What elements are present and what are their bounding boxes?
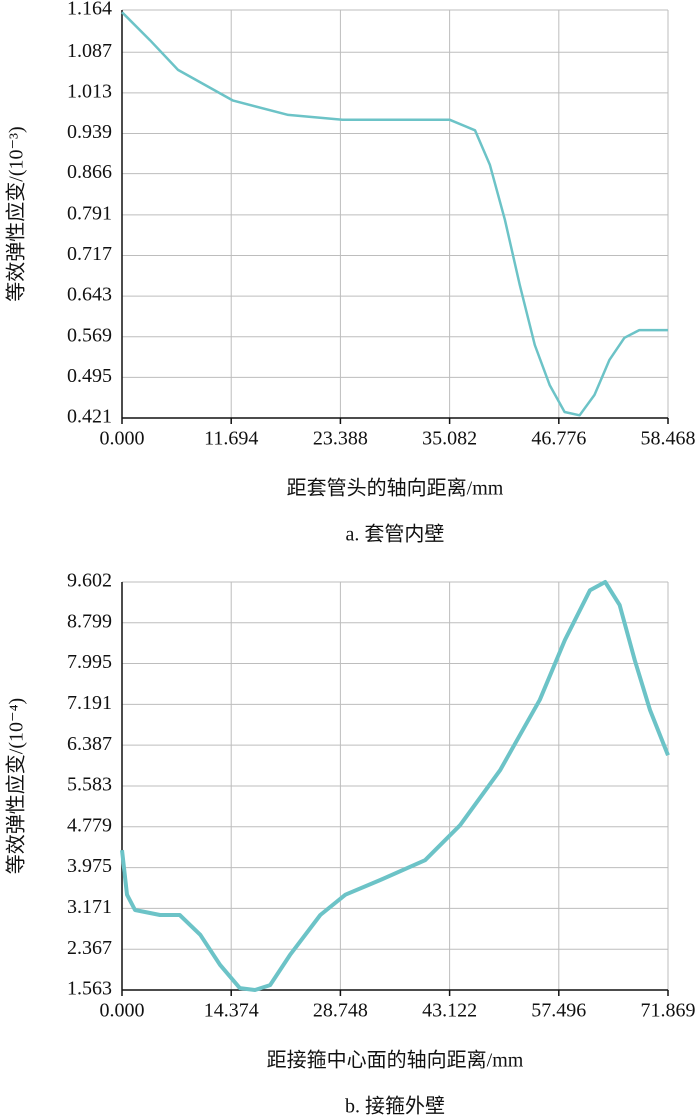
x-tick-label: 0.000 <box>100 1000 145 1022</box>
y-tick-label: 3.975 <box>67 855 112 877</box>
y-tick-label: 4.779 <box>67 814 112 836</box>
y-tick-label: 0.717 <box>67 243 112 265</box>
x-axis-title: 距接箍中心面的轴向距离/mm <box>267 1049 524 1072</box>
y-tick-label: 0.421 <box>67 406 112 428</box>
line-series <box>120 580 670 992</box>
y-tick-label: 0.866 <box>67 161 112 183</box>
x-axis-title: 距套管头的轴向距离/mm <box>287 477 504 500</box>
y-axis-title: 等效弹性应变/(10⁻³) <box>5 126 28 301</box>
x-tick-label: 23.388 <box>313 428 368 450</box>
y-tick-label: 7.191 <box>67 692 112 714</box>
y-tick-label: 0.495 <box>67 365 112 387</box>
y-tick-label: 7.995 <box>67 651 112 673</box>
y-tick-label: 6.387 <box>67 733 112 755</box>
y-tick-label: 1.013 <box>67 81 112 103</box>
y-tick-label: 8.799 <box>67 610 112 632</box>
x-tick-label: 0.000 <box>100 428 145 450</box>
y-tick-label: 0.939 <box>67 121 112 143</box>
line-series <box>121 11 668 417</box>
y-tick-label: 0.569 <box>67 324 112 346</box>
x-tick-label: 14.374 <box>204 1000 259 1022</box>
x-tick-label: 46.776 <box>531 428 586 450</box>
x-tick-label: 58.468 <box>641 428 696 450</box>
y-tick-label: 0.643 <box>67 284 112 306</box>
x-tick-label: 71.869 <box>641 1000 696 1022</box>
x-tick-label: 11.694 <box>204 428 258 450</box>
caption: b. 接箍外壁 <box>345 1095 445 1118</box>
y-tick-label: 0.791 <box>67 202 112 224</box>
y-tick-label: 1.164 <box>67 0 112 20</box>
y-tick-label: 5.583 <box>67 774 112 796</box>
y-tick-label: 3.171 <box>67 896 112 918</box>
y-tick-label: 9.602 <box>67 570 112 592</box>
x-tick-label: 28.748 <box>313 1000 368 1022</box>
y-tick-label: 1.087 <box>67 40 112 62</box>
x-tick-label: 57.496 <box>531 1000 586 1022</box>
y-tick-label: 1.563 <box>67 978 112 1000</box>
x-tick-label: 43.122 <box>422 1000 477 1022</box>
x-tick-label: 35.082 <box>422 428 477 450</box>
caption: a. 套管内壁 <box>346 523 445 546</box>
y-tick-label: 2.367 <box>67 937 112 959</box>
y-axis-title: 等效弹性应变/(10⁻⁴) <box>5 698 28 874</box>
